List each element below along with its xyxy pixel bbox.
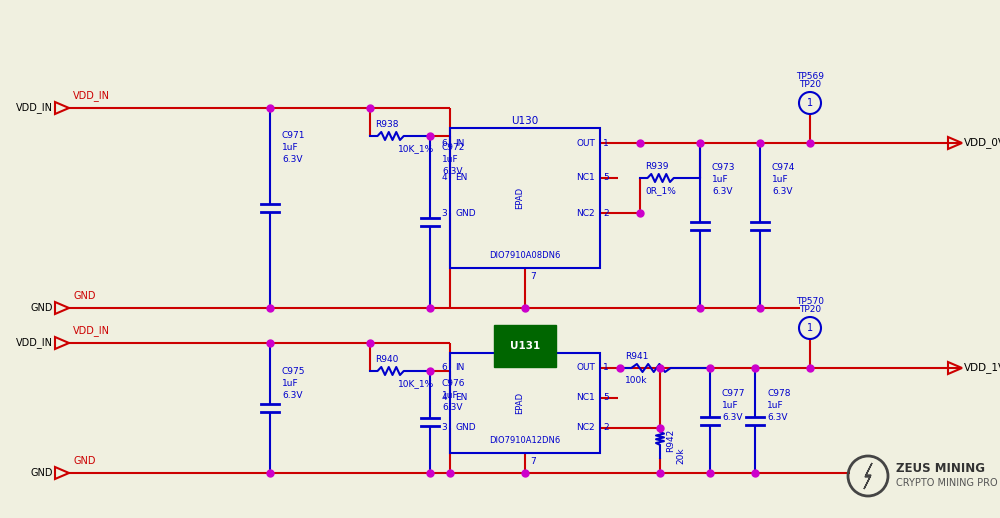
Text: VDD_IN: VDD_IN [16, 338, 53, 349]
Text: GND: GND [30, 468, 53, 478]
Text: 6.3V: 6.3V [442, 167, 462, 177]
Text: IN: IN [455, 364, 464, 372]
Text: IN: IN [455, 138, 464, 148]
Text: R938: R938 [375, 120, 398, 129]
Text: EPAD: EPAD [516, 392, 524, 414]
Polygon shape [864, 463, 872, 489]
Text: 7: 7 [530, 457, 536, 466]
Text: 1uF: 1uF [282, 143, 299, 152]
Text: C972: C972 [442, 143, 465, 152]
Text: R942: R942 [666, 429, 675, 452]
Text: 6: 6 [441, 138, 447, 148]
Text: NC1: NC1 [576, 394, 595, 402]
Text: 4: 4 [441, 394, 447, 402]
Text: R939: R939 [645, 162, 668, 171]
Text: 2: 2 [603, 209, 609, 218]
Text: R941: R941 [625, 352, 648, 361]
Text: OUT: OUT [576, 364, 595, 372]
Text: EPAD: EPAD [516, 187, 524, 209]
Text: NC1: NC1 [576, 174, 595, 182]
Text: 6: 6 [441, 364, 447, 372]
Text: 1uF: 1uF [772, 176, 789, 184]
Text: 10K_1%: 10K_1% [398, 379, 434, 388]
Text: TP20: TP20 [799, 80, 821, 89]
Text: 6.3V: 6.3V [282, 155, 302, 165]
Text: C978: C978 [767, 388, 790, 397]
Text: EN: EN [455, 174, 467, 182]
Text: TP569: TP569 [796, 72, 824, 81]
Text: GND: GND [73, 291, 96, 301]
Text: NC2: NC2 [576, 209, 595, 218]
Text: 6.3V: 6.3V [722, 412, 742, 422]
Text: 4: 4 [441, 174, 447, 182]
Text: GND: GND [455, 424, 476, 433]
Text: 1uF: 1uF [722, 400, 739, 410]
Text: 1: 1 [603, 138, 609, 148]
Text: VDD_IN: VDD_IN [16, 103, 53, 113]
Text: 6.3V: 6.3V [767, 412, 788, 422]
Text: 20k: 20k [676, 447, 685, 464]
Text: ZEUS MINING: ZEUS MINING [896, 463, 985, 476]
Text: R940: R940 [375, 355, 398, 364]
Text: C977: C977 [722, 388, 746, 397]
Text: 6.3V: 6.3V [772, 188, 792, 196]
Text: DIO7910A12DN6: DIO7910A12DN6 [489, 436, 561, 445]
Text: VDD_0V8: VDD_0V8 [964, 138, 1000, 149]
Text: VDD_IN: VDD_IN [73, 325, 110, 336]
Text: 6.3V: 6.3V [282, 391, 302, 399]
Text: 1: 1 [603, 364, 609, 372]
Text: U130: U130 [511, 116, 539, 126]
Text: GND: GND [30, 303, 53, 313]
Text: 5: 5 [603, 394, 609, 402]
Text: C973: C973 [712, 164, 736, 172]
Text: EN: EN [455, 394, 467, 402]
Text: C974: C974 [772, 164, 795, 172]
Text: TP20: TP20 [799, 305, 821, 314]
Text: C976: C976 [442, 379, 466, 387]
Text: 1uF: 1uF [442, 155, 459, 165]
Bar [450, 128, 600, 268]
Text: 1uF: 1uF [442, 391, 459, 399]
Text: 1uF: 1uF [712, 176, 729, 184]
Text: 7: 7 [530, 272, 536, 281]
Text: CRYPTO MINING PRO: CRYPTO MINING PRO [896, 478, 998, 488]
Text: GND: GND [455, 209, 476, 218]
Text: 2: 2 [603, 424, 609, 433]
Text: 5: 5 [603, 174, 609, 182]
Text: 100k: 100k [625, 376, 648, 385]
Text: DIO7910A08DN6: DIO7910A08DN6 [489, 251, 561, 260]
Text: NC2: NC2 [576, 424, 595, 433]
Text: U131: U131 [510, 341, 540, 351]
Text: OUT: OUT [576, 138, 595, 148]
Text: C971: C971 [282, 132, 306, 140]
Text: C975: C975 [282, 367, 306, 376]
Text: VDD_1V2: VDD_1V2 [964, 363, 1000, 373]
Text: TP570: TP570 [796, 297, 824, 306]
Text: 1uF: 1uF [767, 400, 784, 410]
Text: 1uF: 1uF [282, 379, 299, 387]
Text: 6.3V: 6.3V [442, 402, 462, 411]
Text: GND: GND [73, 456, 96, 466]
Text: 1: 1 [807, 98, 813, 108]
Text: 3: 3 [441, 209, 447, 218]
Bar [450, 353, 600, 453]
Text: 6.3V: 6.3V [712, 188, 732, 196]
Text: 0R_1%: 0R_1% [645, 186, 676, 195]
Text: 1: 1 [807, 323, 813, 333]
Text: VDD_IN: VDD_IN [73, 90, 110, 101]
Text: 3: 3 [441, 424, 447, 433]
Text: 10K_1%: 10K_1% [398, 144, 434, 153]
